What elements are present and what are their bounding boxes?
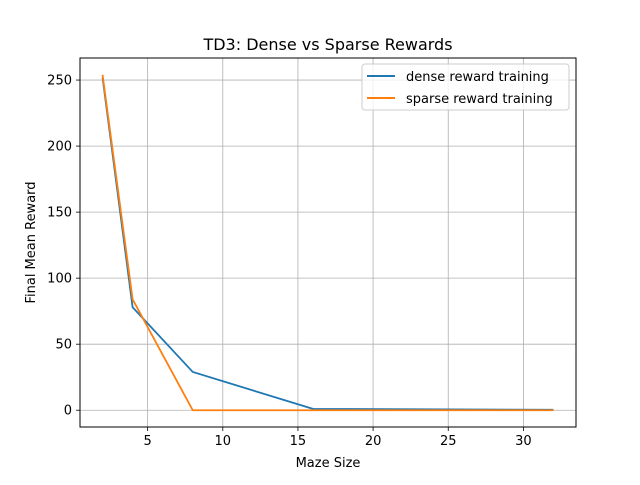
legend: dense reward training sparse reward trai… <box>361 63 570 111</box>
legend-label-sparse: sparse reward training <box>406 92 553 107</box>
y-axis-label: Final Mean Reward <box>24 181 39 303</box>
x-tick-label: 25 <box>440 434 457 449</box>
plot-frame <box>79 57 577 428</box>
x-tick-label: 30 <box>515 434 532 449</box>
axis-ticks: 5 10 15 20 25 30 0 50 100 150 200 250 <box>47 74 531 449</box>
x-tick-label: 10 <box>215 434 232 449</box>
x-tick-label: 5 <box>143 434 151 449</box>
series-line-sparse <box>101 74 554 412</box>
grid <box>80 58 576 427</box>
chart-title: TD3: Dense vs Sparse Rewards <box>202 35 452 54</box>
x-tick-label: 20 <box>365 434 382 449</box>
legend-label-dense: dense reward training <box>406 70 549 85</box>
y-tick-label: 200 <box>47 140 72 155</box>
y-tick-label: 250 <box>47 74 72 89</box>
y-tick-label: 100 <box>47 272 72 287</box>
y-tick-label: 50 <box>55 338 72 353</box>
y-tick-label: 150 <box>47 206 72 221</box>
x-tick-label: 15 <box>290 434 307 449</box>
y-tick-label: 0 <box>64 404 72 419</box>
series-lines <box>101 74 554 412</box>
x-axis-label: Maze Size <box>296 456 361 471</box>
legend-box <box>361 63 570 111</box>
